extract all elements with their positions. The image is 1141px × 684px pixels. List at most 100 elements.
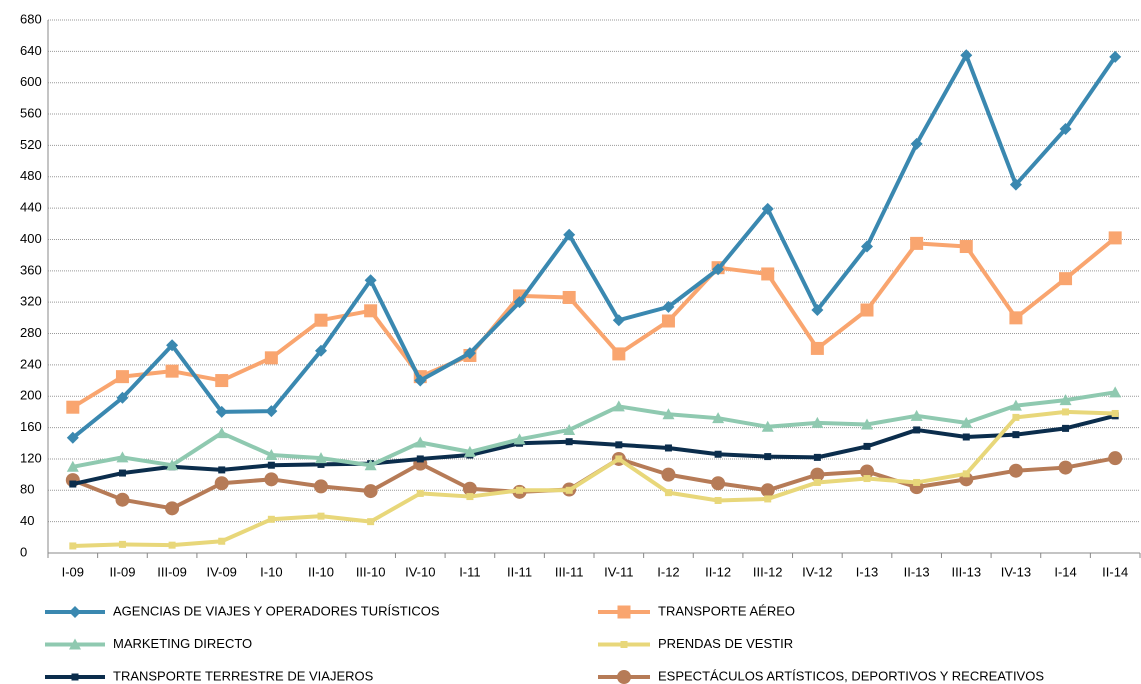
point (513, 433, 526, 445)
legend-marker (71, 673, 79, 681)
y-tick-label: 320 (20, 294, 42, 309)
x-tick-label: II-11 (507, 564, 532, 579)
point (1059, 122, 1072, 135)
point (962, 470, 970, 478)
y-tick-label: 640 (20, 43, 42, 58)
point (565, 438, 573, 446)
legend-label: MARKETING DIRECTO (113, 636, 252, 651)
point (218, 466, 226, 474)
point (264, 351, 278, 365)
x-tick-label: III-10 (356, 564, 386, 579)
point (764, 495, 772, 503)
point (861, 240, 873, 253)
point (513, 296, 526, 309)
point (215, 374, 229, 388)
legend-marker (620, 641, 628, 648)
point (811, 416, 824, 428)
point (612, 347, 626, 361)
point (612, 400, 625, 412)
point (367, 518, 375, 526)
point (863, 442, 871, 450)
point (913, 426, 921, 434)
point (66, 431, 79, 444)
point (317, 460, 325, 468)
y-tick-label: 360 (20, 262, 42, 277)
x-tick-label: II-09 (109, 564, 135, 579)
point (764, 453, 772, 461)
point (314, 479, 328, 494)
point (810, 467, 825, 482)
point (664, 444, 672, 452)
y-tick-label: 200 (20, 388, 42, 403)
point (712, 412, 725, 424)
legend-label: ESPECTÁCULOS ARTÍSTICOS, DEPORTIVOS Y RE… (658, 668, 1044, 683)
point (860, 303, 874, 317)
point (910, 409, 923, 421)
point (1012, 413, 1020, 421)
x-tick-label: IV-10 (405, 564, 435, 579)
point (165, 501, 180, 516)
x-tick-label: IV-11 (604, 564, 633, 579)
point (562, 290, 576, 304)
point (714, 496, 722, 504)
y-tick-label: 560 (20, 105, 42, 120)
point (1108, 231, 1122, 245)
point (811, 304, 824, 317)
point (661, 314, 675, 328)
point (118, 469, 126, 477)
point (563, 228, 576, 241)
point (215, 405, 228, 418)
x-tick-label: I-13 (856, 564, 878, 579)
point (761, 202, 774, 215)
point (760, 483, 775, 498)
point (168, 541, 176, 549)
series-line (71, 53, 1117, 440)
point (218, 537, 226, 545)
point (910, 236, 924, 250)
point (165, 364, 179, 378)
point (267, 461, 275, 469)
series-line (71, 236, 1117, 409)
point (463, 347, 476, 360)
x-tick-label: III-12 (753, 564, 783, 579)
point (363, 484, 378, 499)
point (265, 405, 278, 418)
legend-label: TRANSPORTE TERRESTRE DE VIAJEROS (113, 668, 374, 683)
x-tick-label: I-11 (459, 564, 480, 579)
x-tick-label: III-13 (951, 564, 981, 579)
point (813, 453, 821, 461)
y-tick-label: 0 (20, 544, 27, 559)
point (712, 263, 725, 276)
point (462, 481, 477, 496)
point (761, 267, 775, 281)
x-tick-label: IV-13 (1001, 564, 1031, 579)
y-tick-label: 600 (20, 74, 42, 89)
point (563, 423, 576, 435)
point (516, 486, 524, 494)
point (661, 467, 676, 482)
x-tick-label: IV-09 (207, 564, 237, 579)
point (315, 452, 327, 464)
point (1109, 386, 1122, 398)
point (115, 492, 130, 507)
point (414, 436, 427, 448)
point (711, 476, 726, 491)
x-tick-label: I-12 (657, 564, 679, 579)
point (1111, 409, 1119, 417)
x-tick-label: I-10 (260, 564, 282, 579)
point (414, 374, 427, 387)
point (662, 408, 675, 420)
point (1059, 394, 1072, 406)
x-tick-label: III-09 (157, 564, 187, 579)
point (863, 475, 871, 483)
y-tick-label: 120 (20, 450, 42, 465)
point (215, 427, 228, 439)
point (364, 304, 378, 318)
point (314, 313, 328, 327)
legend-label: TRANSPORTE AÉREO (658, 603, 795, 618)
point (810, 341, 824, 355)
point (66, 460, 79, 472)
point (463, 445, 476, 457)
point (315, 344, 327, 357)
